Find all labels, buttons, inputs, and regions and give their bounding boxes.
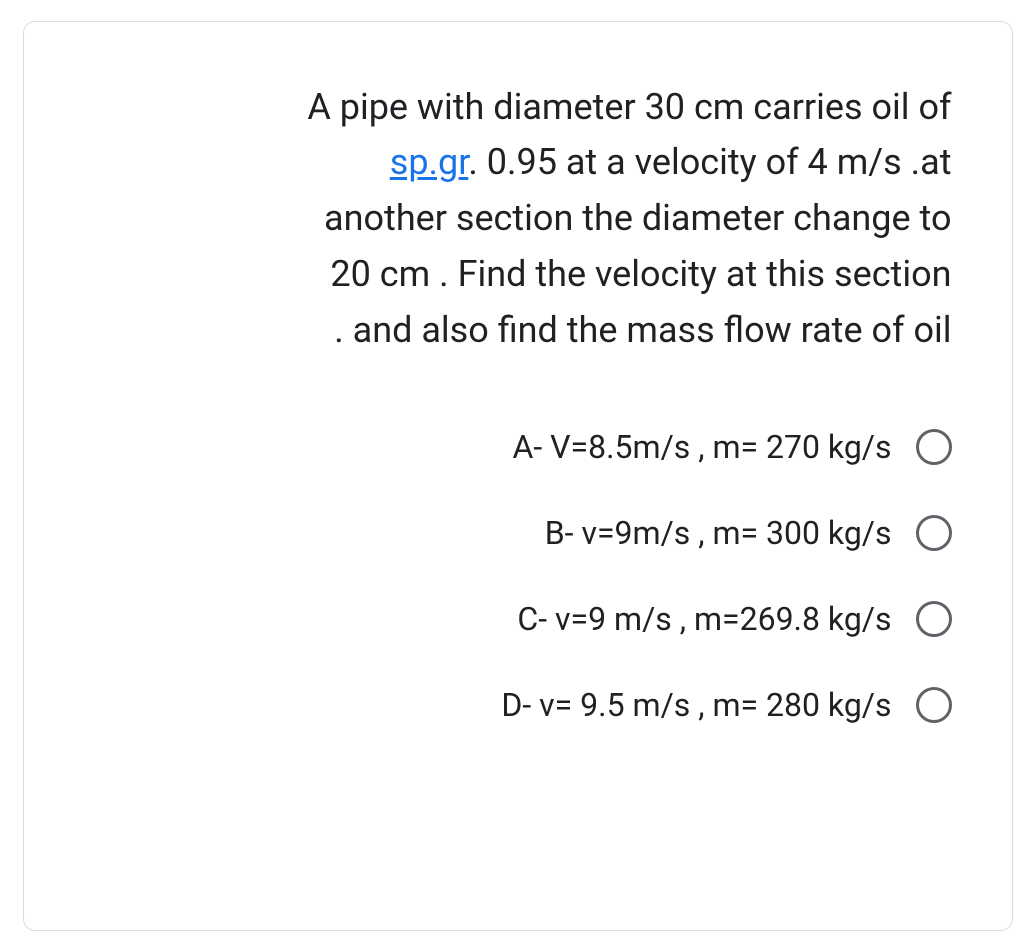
option-b[interactable]: B- v=9m/s , m= 300 kg/s [545, 514, 952, 552]
option-c-label: C- v=9 m/s , m=269.8 kg/s [517, 600, 891, 638]
option-d-label: D- v= 9.5 m/s , m= 280 kg/s [501, 686, 891, 724]
question-text: A pipe with diameter 30 cm carries oil o… [84, 80, 952, 359]
options-group: A- V=8.5m/s , m= 270 kg/s B- v=9m/s , m=… [84, 428, 952, 724]
radio-icon [916, 601, 952, 637]
question-line-1: A pipe with diameter 30 cm carries oil o… [307, 86, 951, 128]
question-line-4: 20 cm . Find the velocity at this sectio… [330, 253, 951, 295]
spgr-link[interactable]: sp.gr [390, 141, 469, 183]
question-card: A pipe with diameter 30 cm carries oil o… [23, 21, 1013, 931]
question-line-5: . and also find the mass flow rate of oi… [334, 309, 951, 351]
option-a[interactable]: A- V=8.5m/s , m= 270 kg/s [513, 428, 952, 466]
option-d[interactable]: D- v= 9.5 m/s , m= 280 kg/s [501, 686, 951, 724]
option-c[interactable]: C- v=9 m/s , m=269.8 kg/s [517, 600, 951, 638]
option-b-label: B- v=9m/s , m= 300 kg/s [545, 514, 892, 552]
radio-icon [916, 687, 952, 723]
option-a-label: A- V=8.5m/s , m= 270 kg/s [513, 428, 892, 466]
radio-icon [916, 429, 952, 465]
question-line-2: . 0.95 at a velocity of 4 m/s .at [468, 141, 951, 183]
radio-icon [916, 515, 952, 551]
question-line-3: another section the diameter change to [324, 197, 951, 239]
